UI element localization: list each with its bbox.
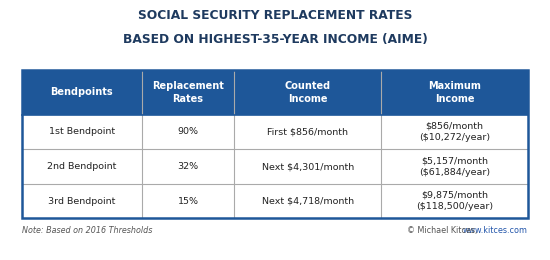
- Text: 1st Bendpoint: 1st Bendpoint: [49, 127, 115, 136]
- Bar: [22, 184, 528, 218]
- Text: Maximum
Income: Maximum Income: [428, 81, 481, 104]
- Text: Counted
Income: Counted Income: [284, 81, 331, 104]
- Text: Note: Based on 2016 Thresholds: Note: Based on 2016 Thresholds: [22, 226, 152, 235]
- Text: www.kitces.com: www.kitces.com: [463, 226, 528, 235]
- Bar: [22, 115, 528, 149]
- Text: 15%: 15%: [178, 197, 199, 206]
- Bar: [22, 70, 528, 218]
- Text: 3rd Bendpoint: 3rd Bendpoint: [48, 197, 116, 206]
- Text: 2nd Bendpoint: 2nd Bendpoint: [47, 162, 117, 171]
- Bar: [22, 70, 528, 115]
- Text: Bendpoints: Bendpoints: [51, 87, 113, 98]
- Text: $9,875/month
($118,500/year): $9,875/month ($118,500/year): [416, 191, 493, 211]
- Text: $5,157/month
($61,884/year): $5,157/month ($61,884/year): [419, 156, 490, 177]
- Text: Next $4,301/month: Next $4,301/month: [261, 162, 354, 171]
- Text: First $856/month: First $856/month: [267, 127, 348, 136]
- Text: 32%: 32%: [178, 162, 199, 171]
- Text: © Michael Kitces,: © Michael Kitces,: [408, 226, 480, 235]
- Text: Next $4,718/month: Next $4,718/month: [262, 197, 354, 206]
- Bar: [22, 149, 528, 184]
- Text: SOCIAL SECURITY REPLACEMENT RATES: SOCIAL SECURITY REPLACEMENT RATES: [138, 9, 412, 22]
- Text: Replacement
Rates: Replacement Rates: [152, 81, 224, 104]
- Text: $856/month
($10,272/year): $856/month ($10,272/year): [419, 122, 490, 142]
- Text: 90%: 90%: [178, 127, 199, 136]
- Text: BASED ON HIGHEST-35-YEAR INCOME (AIME): BASED ON HIGHEST-35-YEAR INCOME (AIME): [123, 32, 427, 46]
